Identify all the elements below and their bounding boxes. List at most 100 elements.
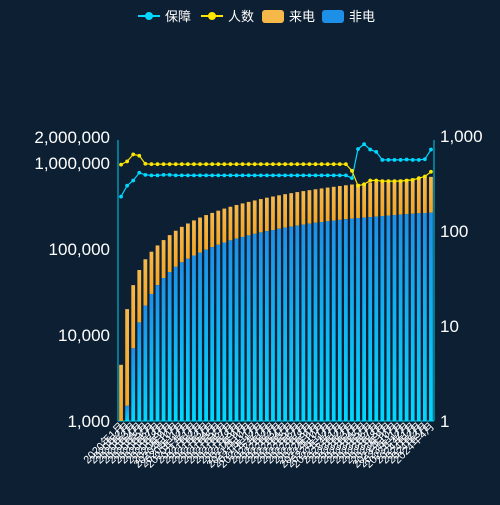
point-baozhang[interactable] [240, 173, 245, 178]
point-baozhang[interactable] [398, 158, 403, 162]
point-renshu[interactable] [404, 178, 409, 183]
point-renshu[interactable] [319, 162, 324, 167]
point-renshu[interactable] [392, 179, 397, 184]
point-baozhang[interactable] [258, 173, 263, 178]
point-renshu[interactable] [210, 162, 215, 167]
point-renshu[interactable] [198, 162, 202, 167]
point-baozhang[interactable] [374, 150, 379, 154]
legend-item-laidian[interactable]: 来电 [262, 9, 315, 24]
point-baozhang[interactable] [252, 173, 257, 178]
point-renshu[interactable] [143, 161, 148, 166]
point-renshu[interactable] [422, 174, 427, 179]
point-renshu[interactable] [289, 162, 294, 167]
point-renshu[interactable] [234, 162, 239, 167]
point-baozhang[interactable] [143, 172, 148, 177]
point-renshu[interactable] [295, 162, 300, 167]
point-renshu[interactable] [246, 162, 251, 167]
point-renshu[interactable] [343, 162, 348, 167]
point-baozhang[interactable] [410, 158, 415, 162]
point-baozhang[interactable] [131, 178, 136, 183]
point-renshu[interactable] [155, 162, 160, 167]
point-renshu[interactable] [264, 162, 269, 167]
point-renshu[interactable] [368, 178, 373, 183]
legend-item-renshu[interactable]: 人数 [201, 9, 254, 24]
point-renshu[interactable] [240, 162, 245, 167]
point-baozhang[interactable] [331, 173, 336, 178]
point-baozhang[interactable] [264, 173, 269, 178]
point-renshu[interactable] [337, 162, 342, 167]
point-baozhang[interactable] [386, 158, 391, 162]
point-renshu[interactable] [173, 162, 178, 167]
point-renshu[interactable] [222, 162, 227, 167]
point-baozhang[interactable] [277, 173, 281, 178]
point-baozhang[interactable] [137, 170, 142, 175]
point-renshu[interactable] [277, 162, 281, 167]
point-baozhang[interactable] [422, 157, 427, 162]
point-renshu[interactable] [283, 162, 288, 167]
point-baozhang[interactable] [192, 173, 196, 178]
point-renshu[interactable] [149, 162, 154, 167]
point-baozhang[interactable] [210, 173, 215, 178]
point-baozhang[interactable] [307, 173, 312, 178]
point-baozhang[interactable] [380, 158, 385, 162]
point-renshu[interactable] [331, 162, 336, 167]
point-renshu[interactable] [362, 182, 367, 187]
point-baozhang[interactable] [228, 173, 233, 178]
point-baozhang[interactable] [119, 194, 123, 199]
point-baozhang[interactable] [222, 173, 227, 178]
point-baozhang[interactable] [271, 173, 275, 178]
point-baozhang[interactable] [356, 147, 360, 151]
point-renshu[interactable] [301, 162, 306, 167]
point-renshu[interactable] [356, 183, 360, 188]
point-baozhang[interactable] [185, 173, 190, 178]
point-renshu[interactable] [380, 179, 385, 184]
point-renshu[interactable] [271, 162, 275, 167]
point-baozhang[interactable] [234, 173, 239, 178]
point-baozhang[interactable] [319, 173, 324, 178]
point-baozhang[interactable] [325, 173, 330, 178]
point-renshu[interactable] [374, 178, 379, 183]
point-baozhang[interactable] [173, 173, 178, 178]
point-renshu[interactable] [161, 162, 166, 167]
point-baozhang[interactable] [368, 147, 373, 152]
point-baozhang[interactable] [204, 173, 209, 178]
point-baozhang[interactable] [246, 173, 251, 178]
point-renshu[interactable] [131, 152, 136, 157]
point-renshu[interactable] [386, 179, 391, 184]
point-baozhang[interactable] [289, 173, 294, 178]
point-renshu[interactable] [410, 178, 415, 182]
point-baozhang[interactable] [161, 172, 166, 177]
point-baozhang[interactable] [337, 173, 342, 178]
point-renshu[interactable] [429, 169, 433, 174]
legend-item-baozhang[interactable]: 保障 [138, 9, 191, 24]
point-baozhang[interactable] [362, 142, 367, 147]
point-renshu[interactable] [185, 162, 190, 167]
point-baozhang[interactable] [404, 157, 409, 162]
point-baozhang[interactable] [392, 158, 397, 162]
point-renshu[interactable] [313, 162, 318, 167]
point-renshu[interactable] [125, 159, 130, 164]
point-renshu[interactable] [325, 162, 330, 167]
point-baozhang[interactable] [216, 173, 221, 178]
point-renshu[interactable] [137, 153, 142, 158]
point-renshu[interactable] [216, 162, 221, 167]
point-renshu[interactable] [258, 162, 263, 167]
point-renshu[interactable] [307, 162, 312, 167]
point-baozhang[interactable] [149, 173, 154, 178]
point-renshu[interactable] [192, 162, 196, 167]
point-baozhang[interactable] [179, 173, 184, 178]
point-renshu[interactable] [228, 162, 233, 167]
point-renshu[interactable] [119, 162, 123, 167]
point-renshu[interactable] [204, 162, 209, 167]
point-baozhang[interactable] [155, 173, 160, 178]
point-renshu[interactable] [167, 162, 172, 167]
legend-item-feidian[interactable]: 非电 [322, 9, 375, 24]
point-baozhang[interactable] [429, 147, 433, 152]
point-baozhang[interactable] [343, 173, 348, 178]
point-renshu[interactable] [398, 179, 403, 184]
point-baozhang[interactable] [295, 173, 300, 178]
point-baozhang[interactable] [125, 183, 130, 188]
point-baozhang[interactable] [167, 172, 172, 177]
point-baozhang[interactable] [350, 176, 354, 181]
point-baozhang[interactable] [283, 173, 288, 178]
